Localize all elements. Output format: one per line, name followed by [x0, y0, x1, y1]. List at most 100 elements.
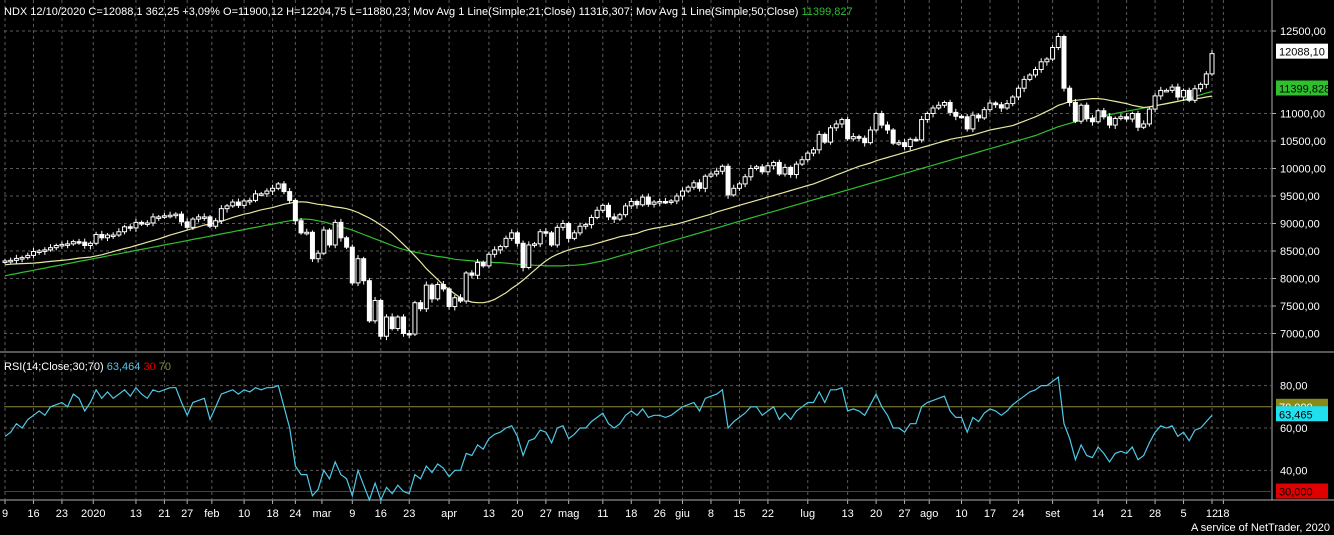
candle-up [708, 173, 714, 177]
candle-up [600, 204, 606, 211]
candle-down [913, 138, 919, 142]
candle-up [981, 109, 987, 119]
price-tick-label: 11000,00 [1280, 109, 1325, 121]
x-tick-label: apr [441, 508, 457, 520]
candle-down [440, 284, 446, 290]
rsi-tick-label: 40,00 [1280, 465, 1308, 477]
candle-up [224, 205, 230, 210]
footer-credit: A service of NetTrader, 2020 [1191, 522, 1330, 534]
price-tick-label: 12500,00 [1280, 26, 1326, 38]
candle-up [531, 243, 537, 246]
candle-down [549, 232, 555, 246]
candle-up [1158, 89, 1164, 97]
x-tick-label: 20 [870, 508, 882, 520]
x-tick-label: 12 [1206, 508, 1218, 520]
candle-up [372, 300, 378, 322]
candle-down [1072, 102, 1078, 122]
candle-down [856, 136, 862, 139]
candle-down [99, 234, 105, 239]
ma50-badge-text: 11399,828 [1279, 84, 1330, 96]
price-tick-label: 10500,00 [1280, 136, 1326, 148]
candle-up [2, 260, 8, 263]
candle-up [719, 165, 725, 172]
price-tick-label: 10000,00 [1280, 164, 1326, 176]
candle-up [452, 297, 458, 308]
rsi-tick-label: 80,00 [1280, 381, 1308, 393]
candle-up [742, 176, 748, 185]
x-tick-label: 14 [1092, 508, 1104, 520]
candle-down [697, 182, 703, 189]
candle-down [1107, 116, 1113, 126]
candle-up [617, 214, 623, 220]
last-price-badge: 12088,10 [1276, 43, 1328, 59]
candle-up [771, 161, 777, 167]
candle-down [389, 316, 395, 330]
candle-up [258, 193, 264, 196]
header-ohlc: O=11900,12 H=12204,75 L=11880,23; [223, 6, 410, 18]
candle-up [919, 119, 925, 141]
rsi-value-badge-bg [1276, 406, 1328, 422]
candle-up [395, 316, 401, 330]
header-ma50-value: 11399,827 [801, 6, 852, 18]
x-tick-label: 23 [56, 508, 68, 520]
candle-up [230, 201, 236, 207]
candle-up [1118, 116, 1124, 119]
x-tick-label: feb [204, 508, 219, 520]
candle-up [731, 187, 737, 196]
price-tick-label: 9500,00 [1280, 191, 1320, 203]
candle-up [218, 208, 224, 222]
candle-up [668, 200, 674, 203]
candle-up [167, 214, 173, 218]
plot-layer: 9 16 23 2020 13 21 27 feb 10 18 24 mar 9 16 23 apr 13 20 2… [0, 0, 1334, 520]
candle-down [292, 199, 298, 222]
candle-up [190, 218, 196, 228]
header-ma21: Mov Avg 1 Line(Simple;21;Close) 11316,30… [413, 6, 633, 18]
last-price-badge-bg [1276, 43, 1328, 59]
candle-down [207, 216, 213, 227]
x-tick-label: 27 [181, 508, 193, 520]
candle-up [674, 195, 680, 202]
candle-up [936, 104, 942, 109]
ma50-badge: 11399,828 [1276, 80, 1330, 96]
candle-up [1203, 73, 1209, 85]
candle-up [748, 168, 754, 178]
x-tick-label: 9 [349, 508, 355, 520]
candle-down [520, 242, 526, 269]
candle-down [1135, 113, 1141, 128]
candle-up [691, 182, 697, 188]
candle-down [429, 284, 435, 300]
x-tick-label: 13 [483, 508, 495, 520]
candle-down [845, 119, 851, 140]
candle-up [805, 152, 811, 161]
candle-up [736, 183, 742, 189]
candle-up [1112, 117, 1118, 126]
candle-up [702, 175, 708, 189]
x-tick-label: 21 [158, 508, 170, 520]
candle-up [941, 102, 947, 106]
candle-up [173, 213, 179, 217]
candle-down [862, 137, 868, 144]
candle-down [327, 229, 333, 246]
candle-down [127, 226, 133, 229]
candle-up [651, 201, 657, 205]
x-tick-label: 18 [625, 508, 637, 520]
candle-down [287, 191, 293, 201]
candle-up [25, 254, 31, 259]
candle-down [884, 124, 890, 131]
candle-up [355, 258, 361, 284]
candle-up [1050, 47, 1056, 60]
candle-up [412, 302, 418, 335]
candle-up [42, 249, 48, 252]
rsi-oversold-badge-text: 30,000 [1279, 487, 1313, 499]
candle-up [867, 129, 873, 144]
x-tick-label: mar [312, 508, 331, 520]
candle-up [275, 183, 281, 189]
candle-up [970, 114, 976, 130]
x-tick-label: 24 [289, 508, 301, 520]
candle-up [810, 149, 816, 154]
candle-up [65, 243, 71, 246]
candle-up [816, 133, 822, 151]
candle-up [685, 186, 691, 192]
rsi-oversold-badge: 30,000 [1276, 483, 1328, 499]
candle-down [964, 116, 970, 130]
